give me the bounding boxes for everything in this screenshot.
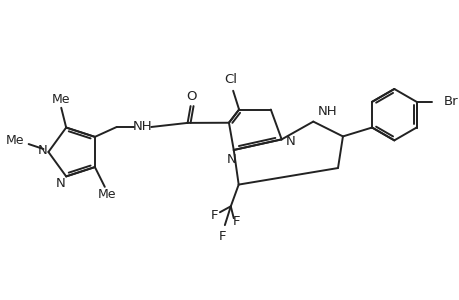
Text: N: N	[38, 145, 47, 158]
Text: NH: NH	[132, 121, 152, 134]
Text: F: F	[232, 214, 240, 228]
Text: O: O	[186, 90, 196, 103]
Text: F: F	[218, 230, 226, 244]
Text: Me: Me	[97, 188, 116, 201]
Text: F: F	[211, 209, 218, 222]
Text: NH: NH	[318, 105, 337, 118]
Text: N: N	[285, 135, 295, 148]
Text: Me: Me	[6, 134, 25, 147]
Text: Br: Br	[443, 95, 458, 108]
Text: N: N	[226, 153, 236, 166]
Text: N: N	[56, 177, 65, 190]
Text: Me: Me	[52, 93, 70, 106]
Text: Cl: Cl	[224, 74, 237, 86]
